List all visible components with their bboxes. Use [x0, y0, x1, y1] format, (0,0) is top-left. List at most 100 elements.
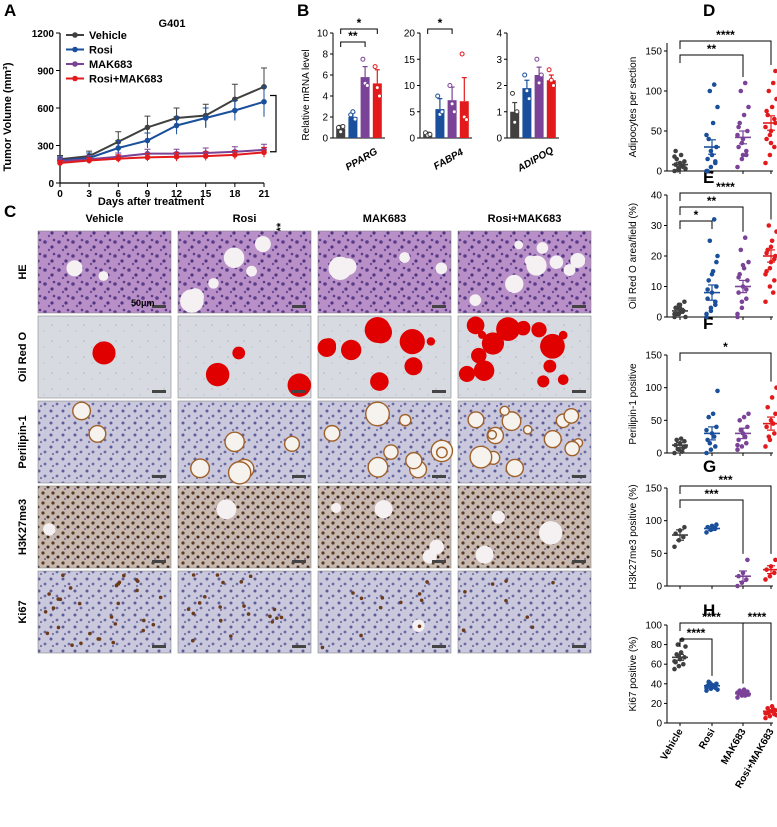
- ki67-nucleus: [215, 573, 220, 577]
- ki67-nucleus: [380, 596, 385, 600]
- chart-b-point: [522, 72, 528, 78]
- adipocyte: [538, 521, 563, 545]
- chart-ytick-label: 150: [645, 484, 662, 495]
- ki67-nucleus: [135, 588, 139, 593]
- chart-data-point: [739, 305, 745, 311]
- chart-data-point: [705, 156, 710, 162]
- chart-data-point: [715, 253, 720, 259]
- chart-a-legend-label: Rosi+MAK683: [89, 74, 163, 86]
- chart-a-point: [232, 107, 238, 114]
- chart-b-ytick-label: 15: [404, 55, 416, 66]
- chart-data-point: [773, 557, 777, 563]
- chart-b-bar: [372, 83, 382, 138]
- chart-sig-label: ****: [748, 610, 767, 624]
- lipid-droplet: [341, 339, 362, 361]
- chart-ytick-label: 150: [645, 47, 662, 58]
- chart-data-point: [715, 104, 720, 110]
- ki67-nucleus: [142, 618, 146, 623]
- scale-bar: [152, 645, 166, 648]
- row-label: Perilipin-1: [17, 415, 29, 468]
- chart-sig-label: ****: [702, 610, 721, 624]
- chart-data-point: [772, 144, 777, 150]
- chart-data-point: [764, 108, 769, 114]
- chart-ytick-label: 100: [645, 383, 662, 394]
- chart-b-point: [427, 131, 433, 137]
- adipocyte: [536, 242, 549, 254]
- chart-sig-label: ****: [716, 28, 735, 42]
- chart-data-point: [672, 544, 677, 550]
- chart-data-point: [704, 427, 709, 433]
- adipocyte: [283, 435, 301, 452]
- chart-data-point: [769, 395, 775, 400]
- scale-bar: [152, 560, 166, 563]
- chart-data-point: [746, 104, 751, 110]
- chart-data-point: [766, 434, 772, 439]
- ki67-nucleus: [109, 615, 114, 619]
- ki67-nucleus: [151, 622, 156, 627]
- adipocyte: [98, 271, 109, 281]
- chart-data-point: [714, 424, 719, 430]
- ki67-nucleus: [116, 601, 121, 606]
- ki67-nucleus: [248, 574, 253, 579]
- chart-data-point: [767, 713, 773, 719]
- ki67-nucleus: [218, 605, 222, 609]
- chart-data-point: [763, 577, 768, 582]
- ki67-nucleus: [111, 640, 116, 645]
- chart-a-ytick-label: 600: [37, 104, 54, 115]
- chart-data-point: [707, 238, 713, 244]
- histology-image: [457, 570, 592, 654]
- lipid-droplet: [426, 337, 436, 346]
- chart-data-point: [737, 120, 742, 126]
- chart-data-point: [741, 414, 747, 420]
- scale-bar: [152, 305, 166, 308]
- ki67-nucleus: [51, 606, 56, 610]
- chart-b-sig-bracket: [427, 28, 453, 34]
- chart-a-title: G401: [159, 18, 186, 30]
- chart-data-point: [773, 68, 777, 74]
- chart-sig-bracket: [679, 40, 772, 65]
- chart-sig-bracket: [679, 206, 744, 232]
- chart-data-point: [744, 296, 749, 302]
- panel-label-a: A: [4, 1, 16, 20]
- adipocyte: [564, 440, 581, 457]
- chart-b-point: [372, 64, 378, 70]
- chart-data-point: [739, 299, 745, 305]
- chart-a-xtick-label: 12: [171, 189, 183, 200]
- scale-bar: [292, 560, 306, 563]
- lipid-droplet: [317, 338, 337, 358]
- chart-b-point: [439, 109, 445, 115]
- panel-label-b: B: [297, 1, 309, 20]
- chart-data-point: [707, 440, 713, 446]
- chart-data-point: [735, 132, 740, 138]
- chart-b-point: [350, 109, 356, 115]
- chart-b-point: [459, 51, 465, 57]
- lipid-droplet: [471, 347, 487, 364]
- chart-b-point: [338, 129, 344, 135]
- chart-data-point: [708, 447, 714, 453]
- adipocyte: [467, 411, 485, 429]
- chart-data-point: [736, 124, 741, 130]
- chart-data-point: [704, 311, 709, 317]
- ki67-nucleus: [463, 589, 467, 594]
- chart-ytick-label: 10: [651, 282, 663, 293]
- ki67-nucleus: [270, 620, 275, 624]
- adipocyte: [227, 461, 252, 485]
- chart-ytick-label: 20: [651, 252, 663, 263]
- ki67-nucleus: [97, 637, 102, 641]
- panel-label-h: H: [703, 601, 715, 620]
- chart-b-bar: [360, 77, 370, 138]
- chart-h-xtick-label: Vehicle: [659, 727, 686, 763]
- chart-data-point: [679, 637, 685, 642]
- adipocyte: [429, 539, 444, 555]
- chart-b-bar: [522, 88, 532, 138]
- chart-a-xtick-label: 18: [229, 189, 241, 200]
- chart-sig-label: *: [723, 340, 728, 354]
- chart-data-point: [763, 710, 768, 716]
- panel-label-d: D: [703, 1, 715, 20]
- chart-data-point: [735, 447, 740, 453]
- chart-data-point: [672, 658, 677, 664]
- chart-a-xlabel: Days after treatment: [98, 196, 205, 208]
- chart-b-sig-label: *: [357, 16, 362, 30]
- chart-a-series-line: [59, 151, 265, 164]
- ki67-nucleus: [504, 579, 508, 583]
